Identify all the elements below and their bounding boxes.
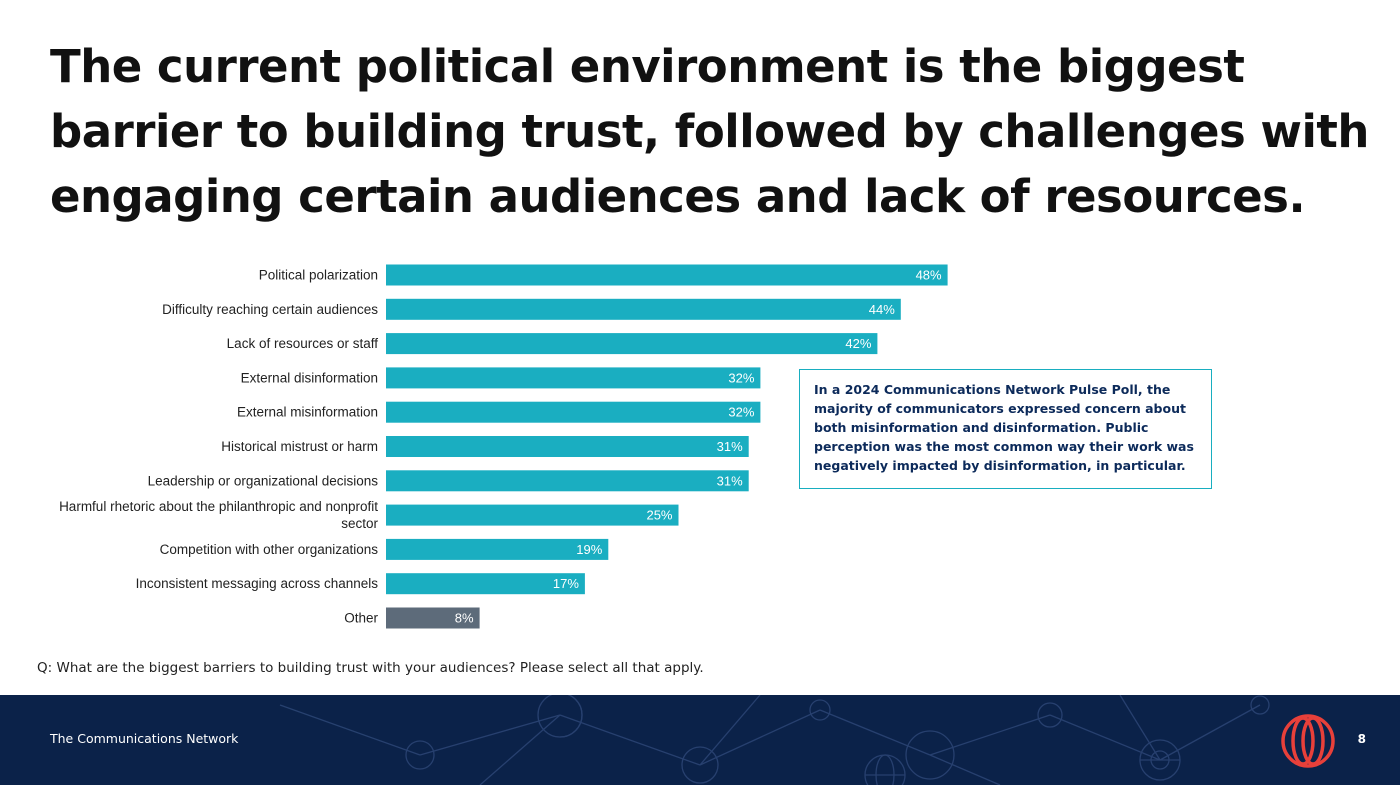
footer-bar: The Communications Network 8 xyxy=(0,695,1400,785)
bar-7 xyxy=(386,504,679,526)
category-label-7: Harmful rhetoric about the philanthropic… xyxy=(59,499,378,531)
data-label-3: 32% xyxy=(728,370,754,385)
category-label-6: Leadership or organizational decisions xyxy=(148,473,379,488)
data-label-10: 8% xyxy=(455,611,474,626)
category-label-9: Inconsistent messaging across channels xyxy=(136,576,379,591)
bar-chart: 48% Political polarization 44% Difficulty r… xyxy=(59,264,948,629)
bar-0 xyxy=(386,264,948,286)
bar-1 xyxy=(386,298,901,320)
category-label-10: Other xyxy=(344,611,378,626)
category-label-4: External misinformation xyxy=(237,405,378,420)
category-label-8: Competition with other organizations xyxy=(160,542,379,557)
data-label-7: 25% xyxy=(646,508,672,523)
bar-5 xyxy=(386,436,749,457)
category-label-2: Lack of resources or staff xyxy=(227,336,379,351)
bar-3 xyxy=(386,367,761,389)
data-label-4: 32% xyxy=(728,405,754,420)
category-label-0: Political polarization xyxy=(259,268,378,283)
callout-box: In a 2024 Communications Network Pulse P… xyxy=(799,369,1212,489)
bar-4 xyxy=(386,401,761,423)
survey-question: Q: What are the biggest barriers to buil… xyxy=(37,660,704,676)
footer-brand: The Communications Network xyxy=(50,731,239,746)
data-label-2: 42% xyxy=(845,336,871,351)
bar-9 xyxy=(386,573,585,595)
data-label-6: 31% xyxy=(717,473,743,488)
communications-network-logo-icon xyxy=(1281,714,1335,768)
category-label-5: Historical mistrust or harm xyxy=(221,439,378,454)
bar-2 xyxy=(386,333,878,355)
category-label-3: External disinformation xyxy=(241,370,378,385)
network-pattern-decoration xyxy=(279,695,1270,785)
data-label-9: 17% xyxy=(553,576,579,591)
bar-8 xyxy=(386,538,609,560)
data-label-5: 31% xyxy=(717,439,743,454)
data-label-0: 48% xyxy=(916,268,942,283)
bar-6 xyxy=(386,470,749,492)
bar-10 xyxy=(386,607,480,629)
data-label-1: 44% xyxy=(869,302,895,317)
data-label-8: 19% xyxy=(576,542,602,557)
page-number: 8 xyxy=(1357,732,1366,746)
category-label-1: Difficulty reaching certain audiences xyxy=(162,302,378,317)
slide-title: The current political environment is the… xyxy=(50,40,1369,223)
